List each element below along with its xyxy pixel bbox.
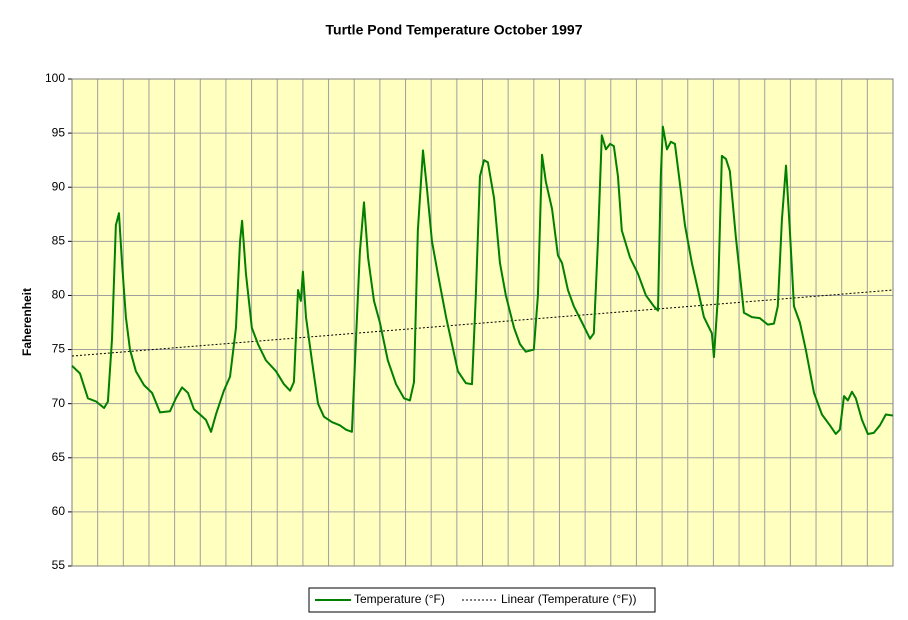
y-tick-label: 65 [52,450,66,464]
y-tick-label: 85 [52,234,66,248]
y-tick-label: 60 [52,504,66,518]
y-tick-label: 80 [52,288,66,302]
plot-border [71,78,894,567]
series-line [71,125,894,435]
y-tick-label: 55 [52,558,66,572]
chart-title: Turtle Pond Temperature October 1997 [326,22,583,38]
legend-label: Temperature (°F) [354,592,445,606]
legend-label: Linear (Temperature (°F)) [501,592,637,606]
y-tick-label: 100 [45,71,65,85]
y-tick-label: 75 [52,342,66,356]
y-tick-label: 90 [52,179,66,193]
y-axis-label: Faherenheit [20,288,34,356]
trendline [71,289,894,357]
y-tick-label: 95 [52,125,66,139]
y-tick-label: 70 [52,396,66,410]
